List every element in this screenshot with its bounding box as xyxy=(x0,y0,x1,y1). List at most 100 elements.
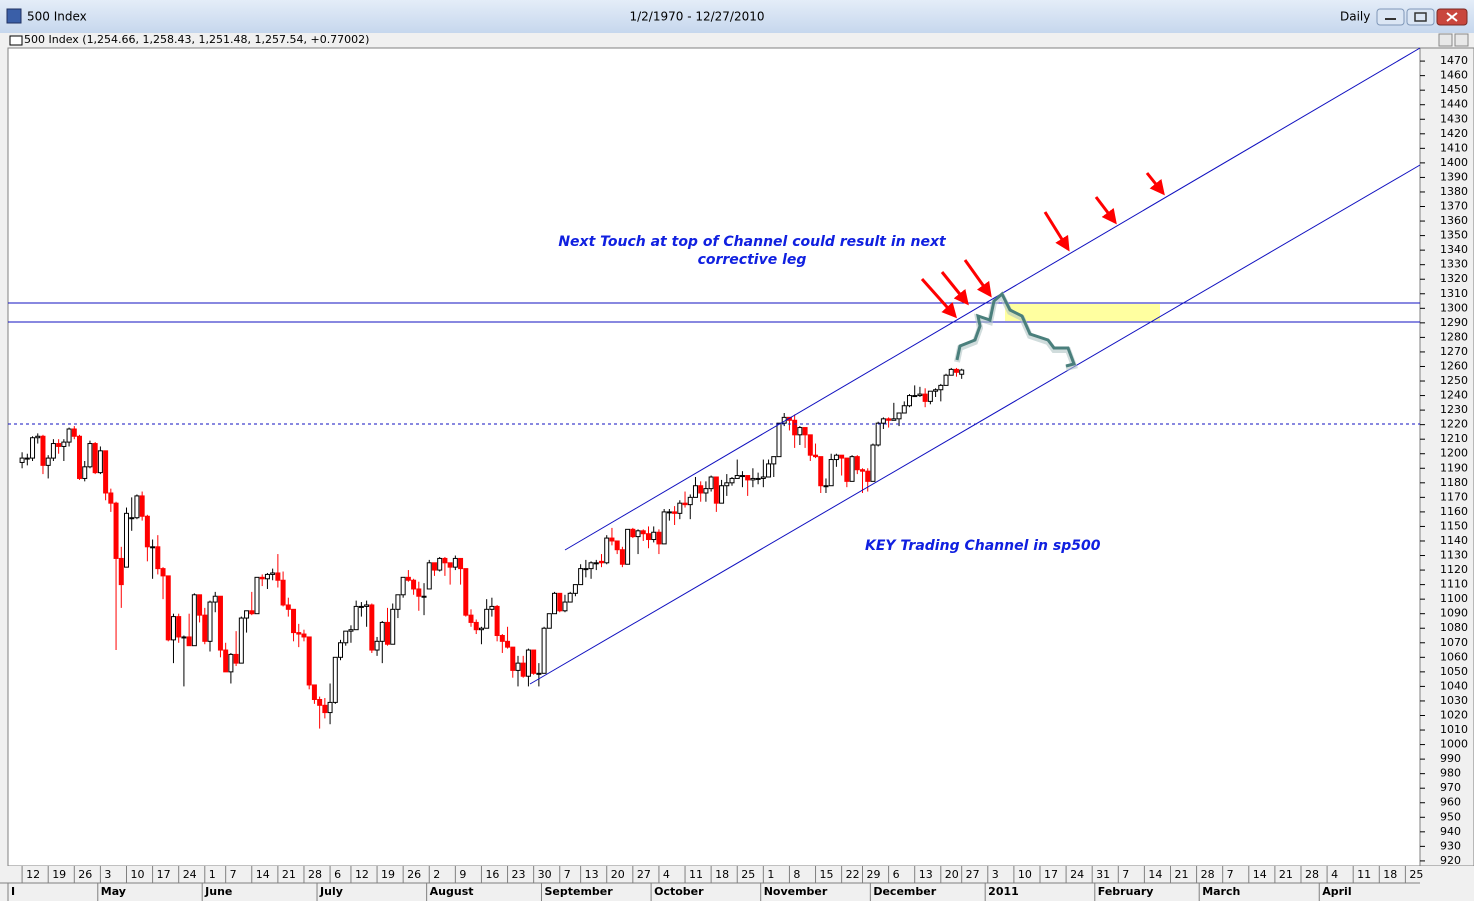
restore-pane-button[interactable] xyxy=(1438,33,1453,47)
candle-body xyxy=(906,395,912,407)
arrow xyxy=(963,259,992,298)
y-tick-label: 920 xyxy=(1440,854,1461,867)
x-tick-label: 19 xyxy=(381,868,395,881)
y-tick-label: 1420 xyxy=(1440,127,1468,140)
y-tick-label: 1260 xyxy=(1440,359,1468,372)
y-tick-label: 970 xyxy=(1440,781,1461,794)
y-tick-label: 1410 xyxy=(1440,141,1468,154)
x-tick-label: 3 xyxy=(104,868,111,881)
candle-body xyxy=(531,649,537,674)
y-tick-label: 1110 xyxy=(1440,578,1468,591)
candle-body xyxy=(442,557,448,564)
y-tick-label: 1020 xyxy=(1440,708,1468,721)
candle-body xyxy=(880,418,886,424)
y-tick-label: 1140 xyxy=(1440,534,1468,547)
window-title: 500 Index xyxy=(27,10,87,24)
candle-body xyxy=(45,457,51,466)
candle-body xyxy=(510,646,516,671)
candle-body xyxy=(839,454,845,459)
legend-bar xyxy=(0,33,1474,48)
y-tick-label: 930 xyxy=(1440,839,1461,852)
x-tick-label: 25 xyxy=(741,868,755,881)
candle-body xyxy=(463,568,469,616)
candle-body xyxy=(860,469,866,472)
y-tick-label: 1390 xyxy=(1440,170,1468,183)
month-label: October xyxy=(654,885,704,898)
annotation-note: corrective leg xyxy=(698,252,807,268)
candle-body xyxy=(713,476,719,504)
candle-body xyxy=(505,640,511,648)
y-tick-label: 1290 xyxy=(1440,316,1468,329)
arrow xyxy=(920,278,957,319)
y-tick-label: 1230 xyxy=(1440,403,1468,416)
close-pane-button[interactable] xyxy=(1454,33,1469,47)
month-label: November xyxy=(764,885,828,898)
projected-path xyxy=(955,291,1076,368)
candle-body xyxy=(609,537,615,542)
candle-body xyxy=(698,485,704,494)
candle-body xyxy=(426,562,432,590)
candle-body xyxy=(447,562,453,568)
candle-body xyxy=(343,630,349,644)
y-tick-label: 1030 xyxy=(1440,694,1468,707)
candle-body xyxy=(750,477,756,481)
legend-text: 500 Index (1,254.66, 1,258.43, 1,251.48,… xyxy=(24,33,369,46)
y-tick-label: 1320 xyxy=(1440,272,1468,285)
candle-body xyxy=(405,576,411,581)
x-tick-label: 8 xyxy=(793,868,800,881)
y-tick-label: 1170 xyxy=(1440,490,1468,503)
x-tick-label: 4 xyxy=(663,868,670,881)
month-label: 2011 xyxy=(988,885,1019,898)
close-icon xyxy=(1446,12,1458,22)
x-tick-label: 29 xyxy=(867,868,881,881)
title-bar xyxy=(0,0,1474,33)
y-tick-label: 1430 xyxy=(1440,112,1468,125)
candle-body xyxy=(583,568,589,571)
maximize-button[interactable] xyxy=(1406,8,1435,26)
x-tick-label: 25 xyxy=(1409,868,1423,881)
x-tick-label: 7 xyxy=(564,868,571,881)
y-tick-label: 1350 xyxy=(1440,229,1468,242)
legend-icon xyxy=(9,35,23,46)
candle-body xyxy=(844,457,850,482)
month-label: February xyxy=(1098,885,1154,898)
period: Daily xyxy=(1340,10,1370,24)
candle-body xyxy=(311,684,317,700)
candle-body xyxy=(390,608,396,645)
y-tick-label: 1330 xyxy=(1440,258,1468,271)
x-tick-label: 26 xyxy=(78,868,92,881)
candle-body xyxy=(672,511,678,514)
y-tick-label: 1240 xyxy=(1440,389,1468,402)
candle-body xyxy=(854,456,860,471)
candle-body xyxy=(797,427,803,436)
candle-body xyxy=(416,588,422,597)
candle-body xyxy=(520,662,526,677)
month-label: December xyxy=(873,885,936,898)
candle-body xyxy=(30,437,36,459)
candle-body xyxy=(849,456,855,482)
candle-body xyxy=(40,435,46,466)
x-tick-label: 14 xyxy=(256,868,270,881)
candle-body xyxy=(927,390,933,402)
candle-body xyxy=(338,642,344,658)
minimize-button[interactable] xyxy=(1376,8,1405,26)
candle-body xyxy=(661,511,667,545)
candle-body xyxy=(515,662,521,671)
candle-body xyxy=(384,621,390,645)
y-tick-label: 1300 xyxy=(1440,301,1468,314)
candle-body xyxy=(150,546,156,549)
y-tick-label: 1160 xyxy=(1440,505,1468,518)
candle-body xyxy=(734,475,740,479)
y-tick-label: 1120 xyxy=(1440,563,1468,576)
candle-body xyxy=(348,629,354,632)
x-tick-label: 21 xyxy=(282,868,296,881)
candle-body xyxy=(614,540,620,551)
candle-body xyxy=(703,488,709,494)
y-tick-label: 940 xyxy=(1440,825,1461,838)
candle-body xyxy=(160,568,166,577)
x-tick-label: 16 xyxy=(485,868,499,881)
y-tick-label: 1280 xyxy=(1440,330,1468,343)
y-tick-label: 1440 xyxy=(1440,98,1468,111)
y-tick-label: 980 xyxy=(1440,767,1461,780)
